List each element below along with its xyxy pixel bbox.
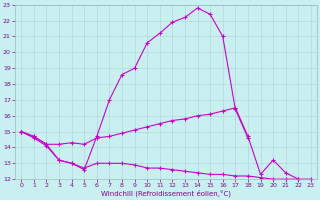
X-axis label: Windchill (Refroidissement éolien,°C): Windchill (Refroidissement éolien,°C): [101, 190, 231, 197]
